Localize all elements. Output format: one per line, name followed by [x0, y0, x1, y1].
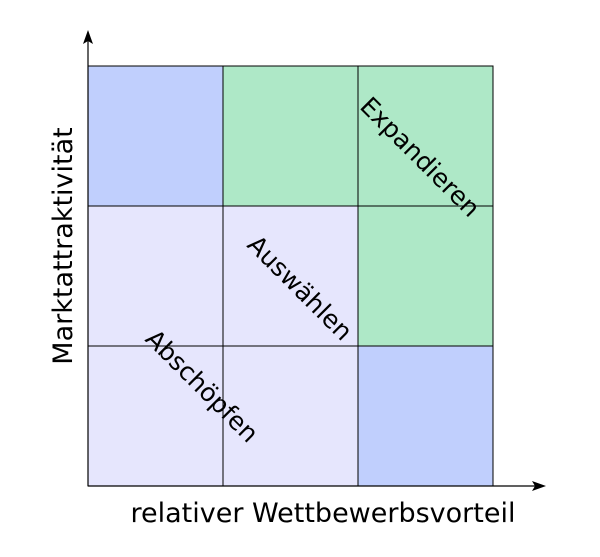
y-axis-arrowhead: [83, 30, 93, 44]
x-axis-label: relativer Wettbewerbsvorteil: [131, 498, 516, 529]
matrix-cell-r2-c2: [222, 205, 359, 347]
matrix-cell-r1-c1: [87, 65, 224, 207]
matrix-cell-r3-c2: [222, 345, 359, 487]
x-axis-arrowhead: [532, 481, 546, 491]
matrix-cell-r2-c3: [357, 205, 494, 347]
matrix-cell-r1-c2: [222, 65, 359, 207]
matrix-cell-r1-c3: [357, 65, 494, 207]
matrix-cell-r2-c1: [87, 205, 224, 347]
matrix-cell-r3-c3: [357, 345, 494, 487]
y-axis-label: Marktattraktivität: [48, 127, 79, 364]
matrix-grid: [87, 65, 494, 487]
